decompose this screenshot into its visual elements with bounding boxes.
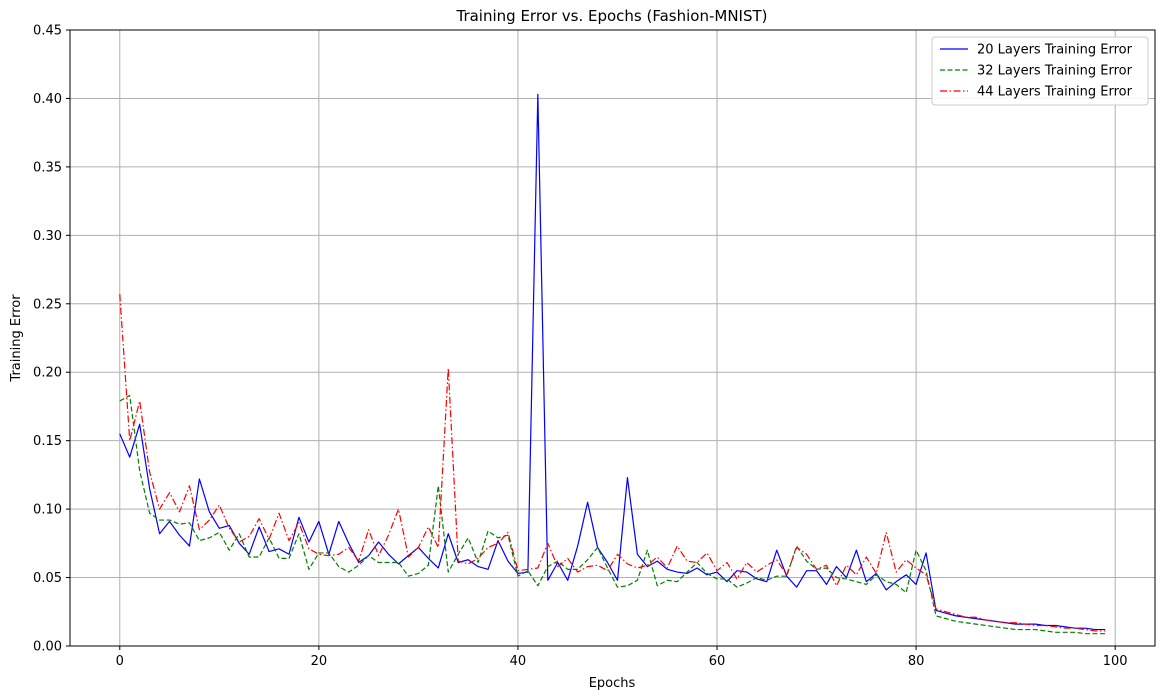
y-tick-label: 0.45 [33,24,62,39]
x-tick-label: 20 [311,654,328,669]
legend-box [931,36,1149,106]
series-line-1 [119,93,1106,631]
x-axis-label: Epochs [589,676,636,691]
plot-frame [69,29,1156,647]
chart-title: Training Error vs. Epochs (Fashion-MNIST… [455,7,767,25]
series-line-3 [119,294,1106,632]
y-tick-label: 0.10 [33,503,62,518]
legend-label-1: 20 Layers Training Error [977,43,1133,58]
y-tick-label: 0.25 [33,297,62,312]
x-tick-label: 60 [709,654,726,669]
x-tick-label: 0 [116,654,124,669]
x-tick-label: 100 [1103,654,1128,669]
y-tick-label: 0.05 [33,571,62,586]
x-tick-label: 80 [908,654,925,669]
y-tick-label: 0.30 [33,229,62,244]
series-layer [119,93,1106,635]
legend-label-2: 32 Layers Training Error [977,64,1133,79]
grid-lines [70,29,1155,647]
y-tick-label: 0.00 [33,640,62,655]
y-tick-label: 0.15 [33,434,62,449]
y-tick-label: 0.20 [33,366,62,381]
y-axis-label: Training Error [9,294,24,383]
legend-label-3: 44 Layers Training Error [977,85,1133,100]
x-tick-label: 40 [510,654,527,669]
y-tick-label: 0.40 [33,92,62,107]
y-tick-label: 0.35 [33,160,62,175]
series-line-2 [119,394,1106,635]
x-axis: 0 20 40 60 80 100 [116,646,1128,669]
legend: 20 Layers Training Error 32 Layers Traini… [931,36,1149,106]
y-axis: 0.00 0.05 0.10 0.15 0.20 0.25 0.30 0.35 0.40 0.45 [33,24,70,655]
